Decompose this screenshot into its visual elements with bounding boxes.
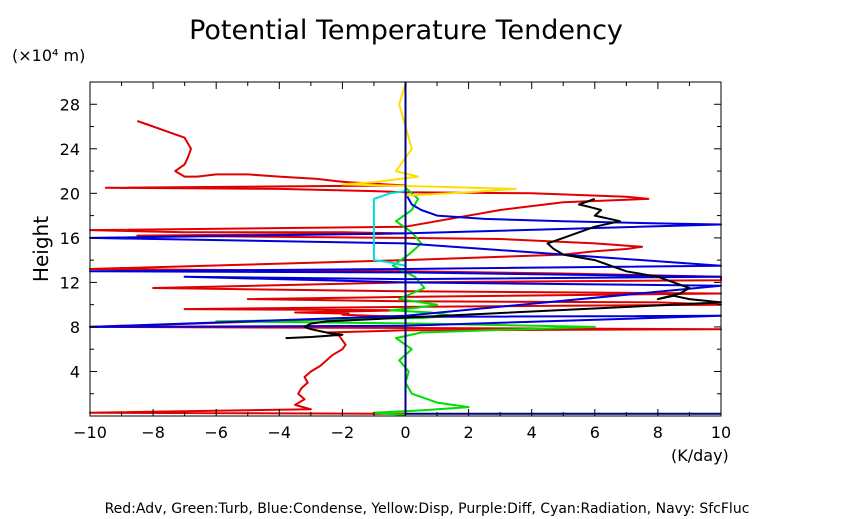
series-line-radiation — [372, 190, 406, 267]
x-tick-label: −4 — [268, 423, 292, 442]
y-tick-label: 20 — [60, 184, 80, 203]
series-line-disp — [341, 83, 517, 313]
series-line-adv — [89, 120, 722, 415]
legend-text: Red:Adv, Green:Turb, Blue:Condense, Yell… — [105, 501, 750, 517]
x-tick-label: 6 — [590, 423, 600, 442]
series-line-condense — [89, 192, 722, 415]
series-line-total — [285, 197, 722, 340]
x-tick-label: −2 — [331, 423, 355, 442]
y-tick-label: 28 — [60, 95, 80, 114]
y-tick-label: 12 — [60, 273, 80, 292]
y-tick-label: 4 — [70, 362, 80, 381]
chart-title: Potential Temperature Tendency — [189, 15, 623, 46]
x-tick-label: 2 — [464, 423, 474, 442]
y-tick-label: 16 — [60, 229, 80, 248]
x-axis-label: (K/day) — [671, 446, 729, 465]
x-tick-label: −6 — [204, 423, 228, 442]
y-axis-label: Height — [29, 216, 53, 282]
plot-series — [89, 82, 722, 416]
x-tick-label: −10 — [73, 423, 107, 442]
y-tick-label: 8 — [70, 318, 80, 337]
x-tick-label: −8 — [141, 423, 165, 442]
x-tick-label: 8 — [653, 423, 663, 442]
series-line-turb — [215, 187, 596, 416]
x-tick-label: 10 — [711, 423, 731, 442]
series-line-sfcfluc — [404, 82, 721, 415]
y-unit-label: (×10⁴ m) — [12, 46, 85, 65]
x-tick-label: 4 — [527, 423, 537, 442]
y-tick-label: 24 — [60, 140, 80, 159]
x-tick-label: 0 — [400, 423, 410, 442]
